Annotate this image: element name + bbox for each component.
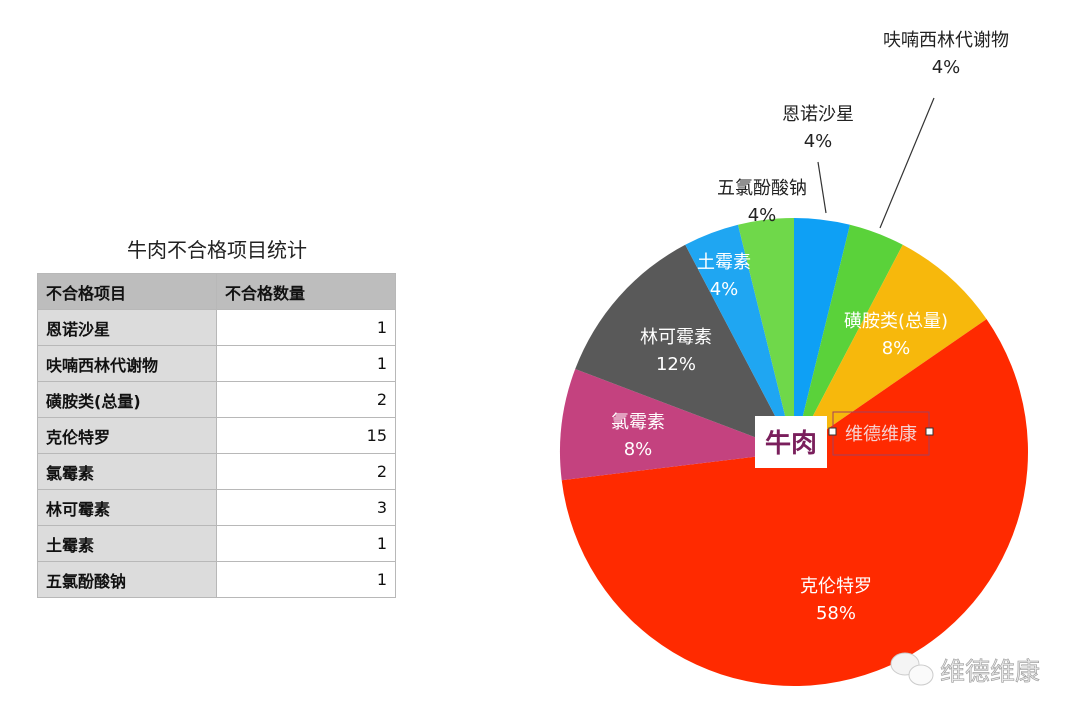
slice-label: 恩诺沙星 [782, 104, 854, 125]
row-count: 3 [216, 489, 396, 526]
pie-slice [685, 224, 794, 452]
slice-percent: 4% [710, 279, 739, 300]
slice-label: 林可霉素 [640, 327, 712, 348]
row-count: 1 [216, 309, 396, 346]
pie-slice [575, 244, 794, 452]
header-count: 不合格数量 [216, 273, 396, 310]
slice-label: 氯霉素 [611, 412, 665, 433]
table-row: 五氯酚酸钠 1 [37, 561, 396, 598]
row-item: 五氯酚酸钠 [37, 561, 217, 598]
slice-percent: 4% [804, 131, 833, 152]
leader-line [817, 161, 827, 214]
table-row: 土霉素 1 [37, 525, 396, 562]
slice-label: 呋喃西林代谢物 [883, 30, 1009, 51]
slice-percent: 4% [932, 57, 961, 78]
resize-handle[interactable] [925, 427, 934, 436]
slice-percent: 8% [624, 439, 653, 460]
slice-percent: 4% [748, 205, 777, 226]
pie-slice [794, 218, 850, 452]
row-item: 呋喃西林代谢物 [37, 345, 217, 382]
resize-handle[interactable] [828, 427, 837, 436]
pie-slice [794, 244, 987, 452]
watermark-text: 维德维康 [940, 657, 1040, 686]
center-title-box [755, 416, 827, 468]
table-row: 克伦特罗 15 [37, 417, 396, 454]
row-item: 恩诺沙星 [37, 309, 217, 346]
slice-percent: 12% [656, 354, 696, 375]
table-title: 牛肉不合格项目统计 [127, 238, 307, 262]
table-row: 磺胺类(总量) 2 [37, 381, 396, 418]
row-count: 15 [216, 417, 396, 454]
row-count: 1 [216, 525, 396, 562]
row-item: 氯霉素 [37, 453, 217, 490]
table-row: 氯霉素 2 [37, 453, 396, 490]
chart-title: 牛肉 [765, 429, 817, 459]
pie-slice [560, 369, 794, 481]
row-count: 1 [216, 561, 396, 598]
row-count: 2 [216, 381, 396, 418]
row-count: 2 [216, 453, 396, 490]
leader-line [879, 97, 935, 229]
table-row: 恩诺沙星 1 [37, 309, 396, 346]
pie-slice [738, 218, 794, 452]
header-item: 不合格项目 [37, 273, 217, 310]
row-item: 磺胺类(总量) [37, 381, 217, 418]
row-item: 土霉素 [37, 525, 217, 562]
annotation-text: 维德维康 [845, 424, 917, 445]
data-table: 不合格项目 不合格数量 恩诺沙星 1 呋喃西林代谢物 1 磺胺类(总量) 2 克伦特罗 15 氯… [37, 273, 396, 598]
pie-slice [561, 319, 1028, 686]
slice-label: 克伦特罗 [800, 576, 872, 597]
slice-label: 磺胺类(总量) [844, 311, 948, 332]
table-row: 林可霉素 3 [37, 489, 396, 526]
slice-percent: 58% [816, 603, 856, 624]
pie-slice [794, 224, 903, 452]
slice-label: 土霉素 [697, 252, 751, 273]
slice-percent: 8% [882, 338, 911, 359]
slice-label: 五氯酚酸钠 [717, 178, 807, 199]
